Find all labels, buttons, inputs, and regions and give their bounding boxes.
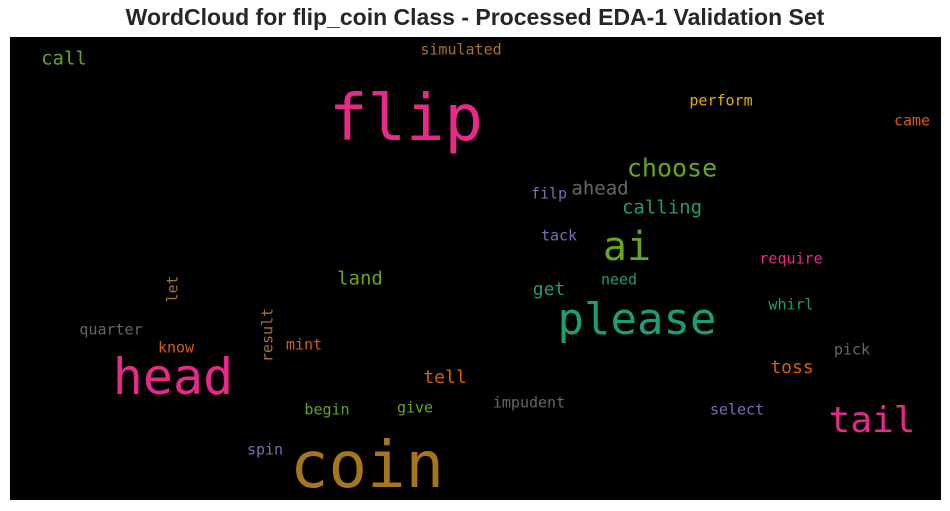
word-head: head <box>112 348 234 406</box>
word-tail: tail <box>828 400 916 441</box>
word-let: let <box>163 275 182 303</box>
word-came: came <box>893 111 931 130</box>
word-calling: calling <box>621 196 703 219</box>
word-need: need <box>600 270 638 289</box>
word-begin: begin <box>304 400 350 419</box>
word-mint: mint <box>285 335 323 354</box>
word-pick: pick <box>833 340 871 359</box>
word-select: select <box>709 400 765 419</box>
word-filp: filp <box>530 184 568 203</box>
word-give: give <box>396 398 434 417</box>
word-please: please <box>557 294 717 345</box>
chart-title: WordCloud for flip_coin Class - Processe… <box>125 4 825 30</box>
word-whirl: whirl <box>768 295 814 314</box>
word-get: get <box>532 279 566 300</box>
word-call: call <box>41 47 87 70</box>
word-require: require <box>759 249 823 268</box>
word-impudent: impudent <box>492 393 566 412</box>
word-ai: ai <box>602 224 652 270</box>
word-flip: flip <box>328 82 484 156</box>
word-tack: tack <box>540 226 578 245</box>
word-ahead: ahead <box>571 177 629 200</box>
word-simulated: simulated <box>420 40 502 59</box>
word-choose: choose <box>626 153 718 183</box>
wordcloud-canvas: coin flip head please ai tail choose calling ahe… <box>10 37 941 500</box>
word-result: result <box>258 307 277 363</box>
word-spin: spin <box>246 440 284 459</box>
word-land: land <box>337 267 383 290</box>
word-perform: perform <box>689 91 753 110</box>
word-know: know <box>157 338 195 357</box>
word-tell: tell <box>423 367 467 388</box>
word-coin: coin <box>289 429 445 500</box>
word-toss: toss <box>770 357 814 378</box>
word-quarter: quarter <box>79 320 143 339</box>
